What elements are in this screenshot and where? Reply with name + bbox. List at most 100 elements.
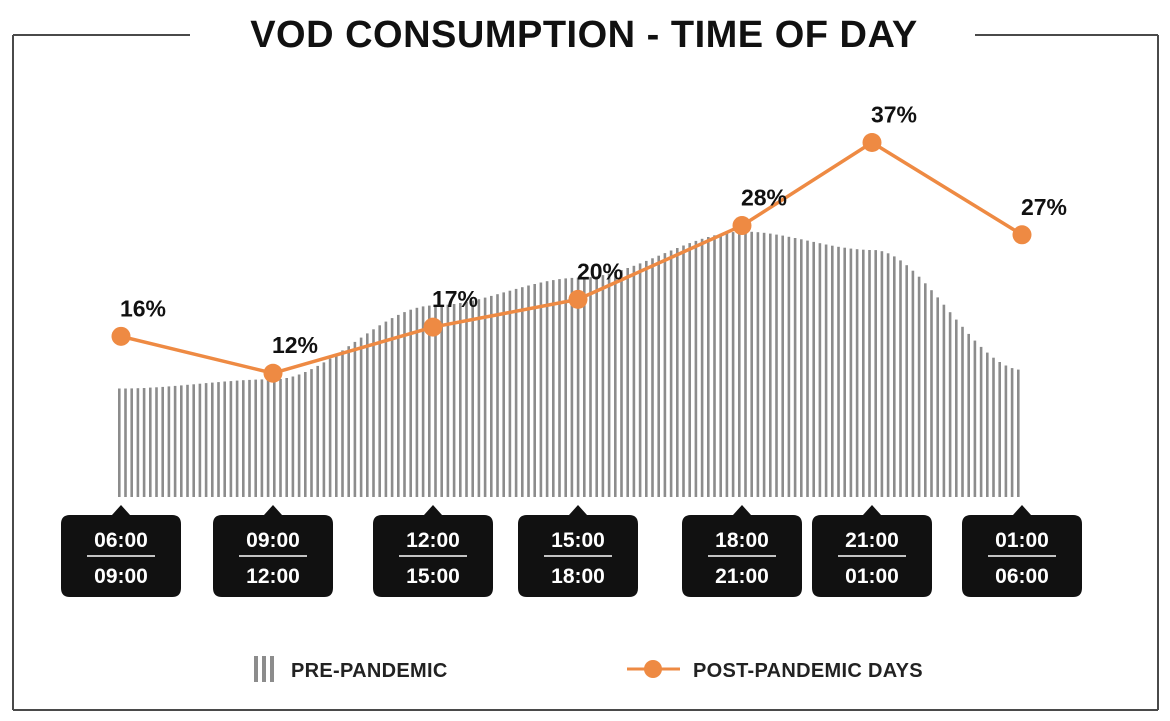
- data-label: 20%: [577, 258, 623, 284]
- pre-pandemic-stripe: [663, 253, 667, 497]
- pre-pandemic-stripe: [750, 231, 753, 498]
- post-pandemic-point: [568, 289, 588, 309]
- pre-pandemic-stripe: [397, 314, 400, 497]
- pre-pandemic-stripe: [824, 244, 828, 497]
- time-slot-end: 12:00: [246, 565, 300, 588]
- pre-pandemic-stripe: [378, 325, 381, 497]
- pre-pandemic-stripe: [192, 384, 195, 497]
- pre-pandemic-stripe: [521, 287, 524, 497]
- pre-pandemic-stripe: [297, 374, 301, 497]
- pre-pandemic-stripe: [273, 379, 276, 497]
- pre-pandemic-stripe: [775, 234, 778, 497]
- post-pandemic-point: [111, 326, 131, 346]
- pre-pandemic-stripe: [880, 251, 884, 497]
- pre-pandemic-stripe: [967, 333, 970, 497]
- pre-pandemic-stripe: [316, 365, 319, 497]
- legend-post-label: POST-PANDEMIC DAYS: [693, 660, 923, 682]
- pre-pandemic-stripe: [645, 260, 648, 497]
- pre-pandemic-stripe: [862, 249, 865, 497]
- pre-pandemic-stripe: [155, 387, 158, 497]
- pre-pandemic-area: [118, 231, 1020, 498]
- pre-pandemic-stripe: [992, 357, 995, 497]
- post-pandemic-point: [1012, 225, 1032, 245]
- pre-pandemic-stripe: [651, 258, 654, 497]
- pre-pandemic-stripe: [372, 329, 375, 497]
- pre-pandemic-stripe: [589, 277, 592, 497]
- pre-pandemic-stripe: [676, 248, 679, 497]
- pre-pandemic-stripe: [496, 294, 499, 497]
- time-slot: 06:00 09:00: [61, 505, 181, 597]
- pre-pandemic-stripe: [595, 276, 598, 497]
- pre-pandemic-stripe: [911, 270, 915, 497]
- time-slot-end: 15:00: [406, 565, 460, 588]
- pre-pandemic-stripe: [173, 385, 177, 497]
- pre-pandemic-stripe: [607, 273, 611, 497]
- pre-pandemic-stripe: [328, 358, 332, 497]
- pre-pandemic-stripe: [291, 376, 295, 497]
- pre-pandemic-stripe: [124, 388, 127, 497]
- data-label: 37%: [871, 101, 917, 127]
- pre-pandemic-stripe: [868, 250, 871, 497]
- pre-pandemic-stripe: [353, 341, 357, 497]
- pre-pandemic-stripe: [682, 245, 685, 497]
- pre-pandemic-stripe: [477, 299, 481, 497]
- pre-pandemic-stripe: [961, 326, 964, 497]
- data-label: 16%: [120, 295, 166, 321]
- pre-pandemic-stripe: [998, 362, 1001, 497]
- pre-pandemic-stripe: [744, 231, 747, 497]
- time-slot: 15:00 18:00: [518, 505, 638, 597]
- chart-title: VOD CONSUMPTION - TIME OF DAY: [250, 14, 918, 56]
- pre-pandemic-stripe: [161, 386, 164, 497]
- time-slot-start: 01:00: [995, 529, 1049, 552]
- pre-pandemic-stripe: [186, 384, 189, 497]
- pre-pandemic-stripe: [198, 383, 202, 497]
- pre-pandemic-stripe: [874, 250, 877, 497]
- pre-pandemic-stripe: [812, 241, 815, 497]
- pre-pandemic-stripe: [632, 265, 636, 497]
- time-slot-box: [213, 505, 333, 597]
- legend-pre-label: PRE-PANDEMIC: [291, 660, 448, 682]
- time-slot-end: 06:00: [995, 565, 1049, 588]
- pre-pandemic-stripe: [446, 304, 450, 497]
- legend: PRE-PANDEMIC POST-PANDEMIC DAYS: [254, 656, 923, 682]
- pre-pandemic-stripe: [787, 236, 791, 498]
- pre-pandemic-stripe: [781, 235, 784, 497]
- pre-pandemic-stripe: [471, 300, 474, 497]
- time-slot-start: 15:00: [551, 529, 605, 552]
- pre-pandemic-stripe: [800, 239, 803, 498]
- pre-pandemic-stripe: [725, 232, 729, 497]
- pre-pandemic-stripe: [638, 263, 642, 497]
- chart-frame: [12, 34, 1159, 711]
- data-label: 12%: [272, 332, 318, 358]
- pre-pandemic-stripe: [979, 346, 983, 497]
- pre-pandemic-stripe: [769, 233, 772, 497]
- data-label: 17%: [432, 286, 478, 312]
- pre-pandemic-stripe: [1004, 365, 1008, 497]
- pre-pandemic-stripe: [322, 362, 326, 497]
- pre-pandemic-stripe: [452, 304, 456, 497]
- pre-pandemic-stripe: [657, 255, 660, 497]
- pre-pandemic-stripe: [539, 282, 543, 497]
- pre-pandemic-stripe: [917, 276, 921, 497]
- pre-pandemic-stripe: [514, 288, 518, 497]
- pre-pandemic-stripe: [986, 352, 989, 497]
- time-slot-box: [373, 505, 493, 597]
- pre-pandemic-stripe: [415, 307, 419, 497]
- pre-pandemic-stripe: [490, 295, 493, 497]
- pre-pandemic-stripe: [285, 378, 288, 497]
- pre-pandemic-stripe: [254, 379, 257, 497]
- pre-pandemic-stripe: [930, 290, 933, 497]
- time-slot-end: 21:00: [715, 565, 769, 588]
- post-pandemic-point: [263, 363, 283, 383]
- pre-pandemic-stripe: [142, 388, 146, 497]
- pre-pandemic-stripe: [304, 372, 307, 497]
- pre-pandemic-stripe: [384, 321, 388, 497]
- data-label: 28%: [741, 185, 787, 211]
- pre-pandemic-stripe: [211, 382, 214, 497]
- pre-pandemic-stripe: [700, 238, 704, 498]
- time-slot-box: [962, 505, 1082, 597]
- pre-pandemic-stripe: [533, 284, 536, 497]
- pre-pandemic-stripe: [837, 246, 840, 497]
- pre-pandemic-stripe: [279, 378, 282, 497]
